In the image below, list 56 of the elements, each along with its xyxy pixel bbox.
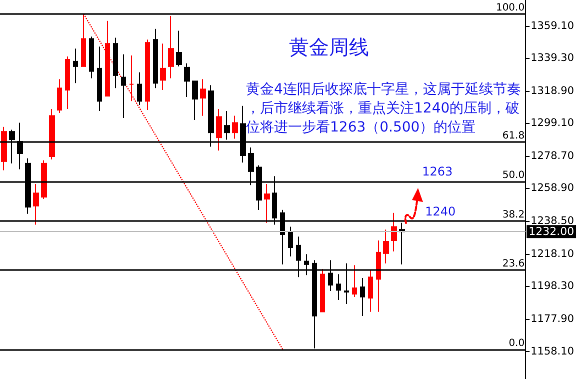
candlestick (129, 55, 134, 102)
annotation: 50.0 (502, 170, 525, 182)
annotation: 1263 (422, 164, 453, 178)
candlestick (105, 20, 110, 97)
candlestick (121, 54, 126, 118)
y-tick-label: 1218.10 (530, 248, 574, 260)
candlestick (391, 212, 397, 252)
y-tick-label: 1258.90 (530, 182, 574, 194)
candlestick (137, 72, 142, 106)
y-tick-label: 1198.30 (530, 280, 574, 292)
text: 黄金周线 (289, 35, 369, 59)
candlestick (65, 56, 70, 110)
ref-line-label: 1232.00 (528, 225, 574, 238)
candlestick (352, 264, 357, 298)
candlestick (176, 30, 182, 67)
annotation: 23.6 (502, 258, 525, 270)
candlestick (184, 62, 190, 98)
candlestick (33, 184, 39, 226)
candlestick (153, 28, 158, 89)
candlestick (168, 15, 174, 79)
candlestick (320, 268, 325, 312)
candlestick (288, 226, 293, 257)
candlestick (1, 126, 7, 171)
annotation: 0.0 (508, 338, 525, 349)
candlestick (49, 108, 55, 160)
annotation: 1240 (425, 204, 456, 219)
y-tick-label: 1299.10 (530, 116, 574, 129)
annotation: 100.0 (496, 2, 525, 14)
candlestick (368, 270, 373, 312)
candlestick (224, 110, 230, 140)
candlestick (383, 229, 389, 264)
y-tick-label: 1238.50 (530, 215, 574, 228)
candlestick (89, 36, 94, 79)
y-tick-label: 1177.90 (530, 313, 574, 326)
y-tick-label: 1359.10 (530, 20, 574, 32)
candlestick (57, 78, 62, 114)
y-tick-label: 1318.90 (530, 84, 574, 97)
y-tick-label: 1158.10 (530, 345, 574, 358)
annotation: 61.8 (502, 130, 525, 142)
candlestick (216, 108, 222, 151)
y-tick-label: 1278.70 (530, 150, 574, 162)
candlestick (41, 160, 47, 200)
y-tick-label: 1339.30 (530, 52, 574, 64)
candlestick (264, 184, 270, 224)
annotation: 38.2 (502, 210, 525, 221)
candlestick (336, 274, 341, 300)
candlestick (200, 78, 206, 116)
candlestick (97, 46, 102, 112)
candlestick (360, 278, 365, 316)
candlestick (145, 39, 150, 110)
candlestick (192, 80, 198, 120)
candlestick (73, 48, 78, 84)
candlestick (113, 37, 118, 89)
candlestick (376, 240, 381, 312)
candlestick (232, 115, 238, 140)
candlestick (160, 43, 166, 91)
